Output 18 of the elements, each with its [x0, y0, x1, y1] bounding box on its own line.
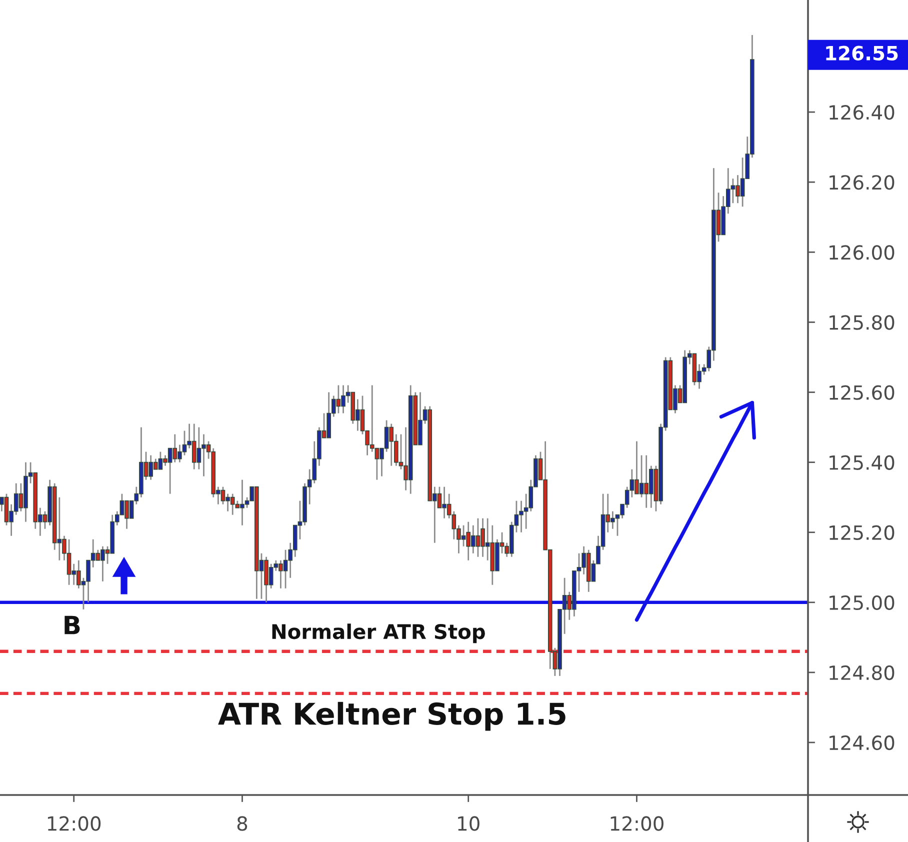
x-tick-label: 12:00: [610, 816, 664, 831]
x-tick-label: 10: [458, 816, 480, 831]
text: 126.55: [826, 46, 898, 60]
y-tick-label: 125.60: [830, 385, 894, 400]
y-tick-label: 124.80: [830, 665, 894, 680]
y-tick-label: 125.40: [830, 455, 894, 470]
y-tick-label: 126.00: [830, 245, 894, 260]
annotation: B: [64, 616, 80, 634]
y-tick-label: 125.80: [830, 315, 894, 330]
y-tick-label: 124.60: [830, 735, 894, 750]
y-tick-label: 125.00: [830, 595, 894, 610]
ref-line-label: Normaler ATR Stop: [272, 624, 485, 644]
y-tick-label: 126.20: [830, 175, 894, 190]
x-tick-label: 12:00: [48, 816, 101, 831]
y-tick-label: 125.20: [830, 525, 894, 540]
y-tick-label: 126.40: [830, 105, 894, 120]
x-tick-label: 8: [237, 816, 248, 831]
ref-line-label: ATR Keltner Stop 1.5: [218, 702, 566, 731]
